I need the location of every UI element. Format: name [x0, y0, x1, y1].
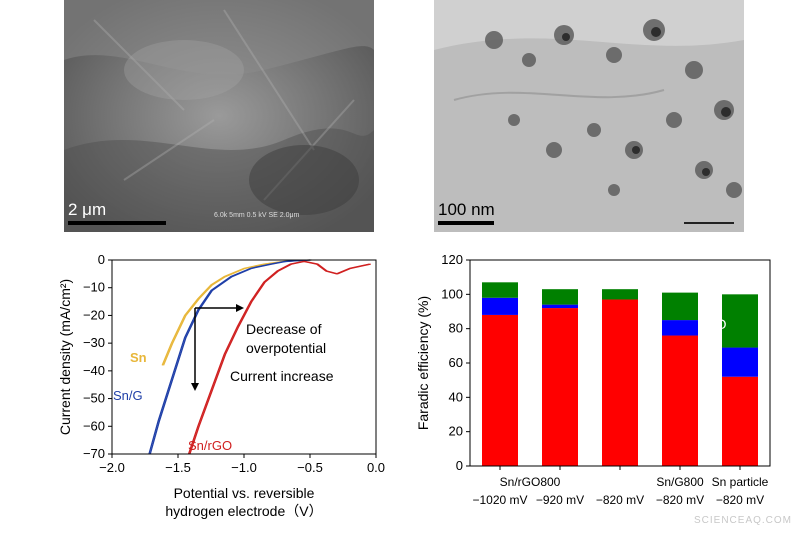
- lsv-ytick-label: −20: [83, 307, 105, 322]
- lsv-series-line-sn-g: [148, 259, 311, 455]
- fe-bar-formate: [542, 308, 578, 466]
- fe-category-label: −820 mV: [656, 493, 704, 507]
- lsv-arrows: [191, 304, 244, 391]
- tem-scale-bar: [438, 221, 494, 225]
- fe-category-group: Sn/rGO800: [500, 475, 561, 489]
- fe-bar-formate: [602, 299, 638, 466]
- tem-micrograph: 100 nm: [434, 0, 744, 232]
- lsv-annot-increase: Current increase: [230, 368, 334, 384]
- lsv-annot-decrease-2: overpotential: [246, 340, 326, 356]
- fe-bar-co: [482, 282, 518, 298]
- fe-bar-formate: [662, 335, 698, 466]
- lsv-chart: −2.0 −1.5 −1.0 −0.5 0.0 0 −10 −20 −30 −40 −50 −60 −7…: [0, 240, 400, 530]
- tem-texture: [434, 0, 744, 232]
- lsv-series-line-sn-g: [149, 259, 312, 455]
- sem-micrograph: 2 μm 6.0k 5mm 0.5 kV SE 2.0μm: [64, 0, 374, 232]
- fe-bar-co: [602, 289, 638, 300]
- lsv-label-snrgo: Sn/rGO: [188, 438, 232, 453]
- sem-footer-text: 6.0k 5mm 0.5 kV SE 2.0μm: [214, 212, 300, 219]
- lsv-xtick-label: −1.0: [231, 460, 257, 475]
- tem-mini-scale: [684, 222, 734, 224]
- lsv-series-line-sn-rgo: [187, 260, 370, 455]
- lsv-xlabel-line1: Potential vs. reversible: [174, 485, 315, 501]
- sem-scale-bar: [68, 221, 166, 225]
- lsv-xlabel-line2: hydrogen electrode（V）: [165, 503, 322, 519]
- fe-ytick-label: 120: [441, 252, 463, 267]
- lsv-xtick-label: 0.0: [367, 460, 385, 475]
- lsv-xtick-label: −0.5: [297, 460, 323, 475]
- fe-label-formate: formate: [705, 402, 721, 450]
- fe-axes-frame: [469, 259, 771, 467]
- fe-bar-h2: [482, 297, 518, 315]
- sem-texture: [64, 0, 374, 232]
- fe-category-label: −1020 mV: [472, 493, 527, 507]
- fe-bar-formate: [722, 376, 758, 466]
- fe-ytick-label: 20: [449, 424, 463, 439]
- lsv-svg: −2.0 −1.5 −1.0 −0.5 0.0 0 −10 −20 −30 −40 −50 −60 −7…: [57, 252, 385, 519]
- fe-ytick-label: 60: [449, 355, 463, 370]
- fe-category-label: −820 mV: [596, 493, 644, 507]
- fe-bar-h2: [722, 347, 758, 377]
- lsv-ytick-label: −50: [83, 391, 105, 406]
- fe-ylabel: Faradic efficiency (%): [415, 296, 431, 430]
- lsv-xtick-label: −2.0: [99, 460, 125, 475]
- fe-bar-h2: [662, 320, 698, 336]
- fe-category-label: −820 mV: [716, 493, 764, 507]
- fe-chart: 0 20 40 60 80 100 120 Faradic efficiency (%) −…: [400, 240, 800, 530]
- lsv-label-sng: Sn/G: [113, 388, 143, 403]
- lsv-ytick-label: −10: [83, 280, 105, 295]
- lsv-ytick-label: −60: [83, 418, 105, 433]
- fe-bar-co: [662, 292, 698, 321]
- fe-ytick-label: 100: [441, 286, 463, 301]
- lsv-label-sn: Sn: [130, 350, 147, 365]
- lsv-axes-frame: [111, 259, 377, 455]
- fe-ytick-label: 80: [449, 321, 463, 336]
- lsv-ylabel: Current density (mA/cm²): [57, 279, 73, 435]
- fe-bar-co: [722, 294, 758, 348]
- fe-bar-h2: [542, 304, 578, 309]
- fe-category-label: −920 mV: [536, 493, 584, 507]
- watermark: SCIENCEAQ.COM: [693, 515, 792, 526]
- tem-scale-label: 100 nm: [438, 200, 495, 219]
- fe-svg: 0 20 40 60 80 100 120 Faradic efficiency (%) −…: [415, 252, 771, 507]
- fe-label-co: CO: [706, 316, 727, 332]
- fe-label-h2: H2: [705, 359, 719, 377]
- lsv-annot-decrease-1: Decrease of: [246, 321, 322, 337]
- fe-ytick-label: 0: [456, 458, 463, 473]
- lsv-ytick-label: −40: [83, 363, 105, 378]
- sem-scale-label: 2 μm: [68, 200, 107, 219]
- fe-category-group: Sn/G800: [656, 475, 704, 489]
- fe-bar-co: [542, 289, 578, 305]
- lsv-xtick-label: −1.5: [165, 460, 191, 475]
- lsv-series-line-sn-rgo: [189, 260, 371, 455]
- fe-ytick-label: 40: [449, 389, 463, 404]
- fe-category-group: Sn particle: [712, 475, 769, 489]
- fe-bar-formate: [482, 314, 518, 466]
- lsv-ytick-label: 0: [98, 252, 105, 267]
- lsv-ytick-label: −70: [83, 446, 105, 461]
- lsv-ytick-label: −30: [83, 335, 105, 350]
